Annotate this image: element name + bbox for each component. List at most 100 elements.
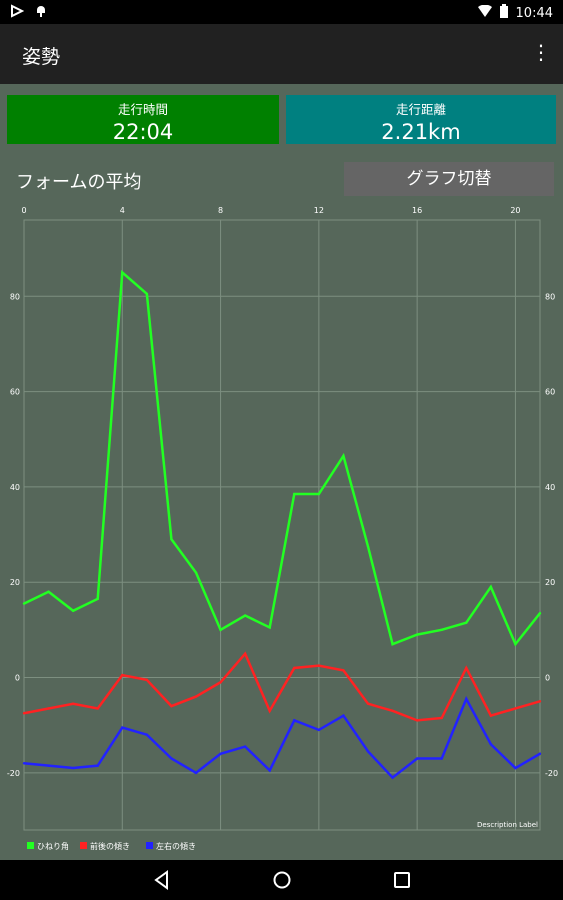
series-2-point	[538, 700, 542, 703]
y-tick-label-right: 0	[545, 674, 550, 683]
page-title: 姿勢	[22, 46, 61, 68]
clock-text: 10:44	[515, 5, 553, 21]
series-2-point	[96, 707, 99, 710]
series-1-point	[47, 590, 50, 593]
x-tick-label: 4	[120, 206, 125, 215]
series-1-point	[342, 454, 345, 458]
series-3-point	[366, 750, 370, 753]
legend-label-2: 前後の傾き	[90, 841, 130, 851]
series-1-point	[145, 292, 149, 296]
series-1-point	[96, 597, 99, 601]
series-3-point	[194, 771, 198, 775]
y-tick-label-right: -20	[545, 769, 558, 778]
series-2-point	[219, 681, 222, 684]
x-tick-label: 20	[510, 206, 520, 215]
series-2-point	[71, 702, 75, 705]
y-tick-label-right: 80	[545, 292, 555, 301]
series-3-point	[121, 726, 124, 729]
legend-swatch-1	[27, 842, 34, 849]
series-3-point	[317, 728, 321, 732]
series-3-point	[415, 757, 419, 760]
series-3-point	[514, 766, 517, 770]
y-tick-label-left: 80	[10, 292, 20, 301]
series-2-point	[170, 704, 173, 708]
recents-icon[interactable]	[390, 868, 414, 892]
series-line-2	[23, 651, 541, 722]
battery-icon	[499, 4, 508, 22]
running-distance-card: 走行距離 2.21km	[286, 95, 556, 144]
series-2-point	[268, 709, 271, 713]
series-1-point	[71, 609, 75, 612]
series-1-point	[243, 614, 247, 617]
series-3-point	[465, 697, 468, 701]
running-distance-value: 2.21km	[381, 120, 461, 144]
running-time-label: 走行時間	[117, 102, 168, 117]
form-average-title: フォームの平均	[16, 172, 142, 193]
series-1-point	[317, 492, 321, 496]
series-3-point	[440, 757, 443, 760]
series-1-point	[538, 611, 542, 615]
back-icon[interactable]	[150, 868, 174, 892]
series-2-point	[243, 652, 247, 655]
y-tick-label-right: 20	[545, 578, 555, 587]
series-2-point	[47, 707, 50, 710]
app-bar: 姿勢 ⋮	[0, 24, 563, 84]
posture-line-chart: 0 4 8 12 16 20 -20 -20 0 0 20 20 40 40 60 60 80 80 Descrip…	[7, 206, 558, 851]
series-1-point	[440, 628, 443, 632]
x-tick-label: 12	[314, 206, 324, 215]
series-2-point	[440, 716, 443, 720]
notification-icon	[10, 4, 25, 22]
running-time-value: 22:04	[112, 120, 174, 144]
series-1-point	[391, 642, 394, 646]
series-3-point	[293, 719, 296, 722]
series-3-point	[96, 764, 99, 767]
series-2-point	[391, 709, 394, 713]
y-tick-label-right: 60	[545, 388, 555, 397]
series-1-point	[170, 538, 173, 541]
series-2-point	[514, 707, 517, 710]
legend-swatch-3	[146, 842, 153, 849]
x-tick-label: 16	[412, 206, 422, 215]
series-3-point	[22, 762, 26, 765]
legend-label-1: ひねり角	[37, 841, 69, 851]
description-label: Description Label	[477, 821, 538, 829]
home-icon[interactable]	[270, 868, 294, 892]
series-2-point	[465, 666, 468, 670]
y-tick-label-left: 40	[10, 483, 20, 492]
series-2-point	[121, 673, 124, 677]
x-tick-label: 0	[21, 206, 26, 215]
series-1-point	[268, 626, 271, 629]
series-line-1	[23, 269, 541, 647]
navigation-bar	[0, 860, 563, 900]
series-1-point	[489, 585, 493, 589]
series-1-point	[219, 628, 222, 632]
legend-label-3: 左右の傾き	[156, 841, 196, 851]
series-3-point	[243, 745, 247, 748]
series-2-point	[317, 664, 321, 667]
y-tick-label-right: 40	[545, 483, 555, 492]
x-tick-label: 8	[218, 206, 223, 215]
series-1-point	[415, 633, 419, 636]
series-3-point	[391, 776, 394, 779]
series-2-point	[415, 719, 419, 722]
series-3-point	[342, 714, 345, 717]
series-1-point	[121, 271, 124, 274]
series-2-point	[293, 666, 296, 670]
plot-area-border	[23, 219, 541, 831]
series-1-point	[514, 642, 517, 646]
series-1-point	[22, 602, 26, 605]
overflow-menu-icon[interactable]: ⋮	[531, 40, 551, 64]
series-2-point	[489, 714, 493, 717]
series-3-point	[268, 769, 271, 772]
series-3-point	[219, 752, 222, 755]
series-2-point	[145, 678, 149, 682]
series-2-point	[342, 669, 345, 672]
y-tick-label-left: 60	[10, 388, 20, 397]
legend-swatch-2	[80, 842, 87, 849]
series-3-point	[170, 757, 173, 760]
wifi-icon	[477, 4, 492, 21]
series-3-point	[71, 766, 75, 770]
graph-switch-button[interactable]: グラフ切替	[344, 162, 554, 196]
series-1-point	[366, 545, 370, 548]
series-1-point	[293, 492, 296, 496]
